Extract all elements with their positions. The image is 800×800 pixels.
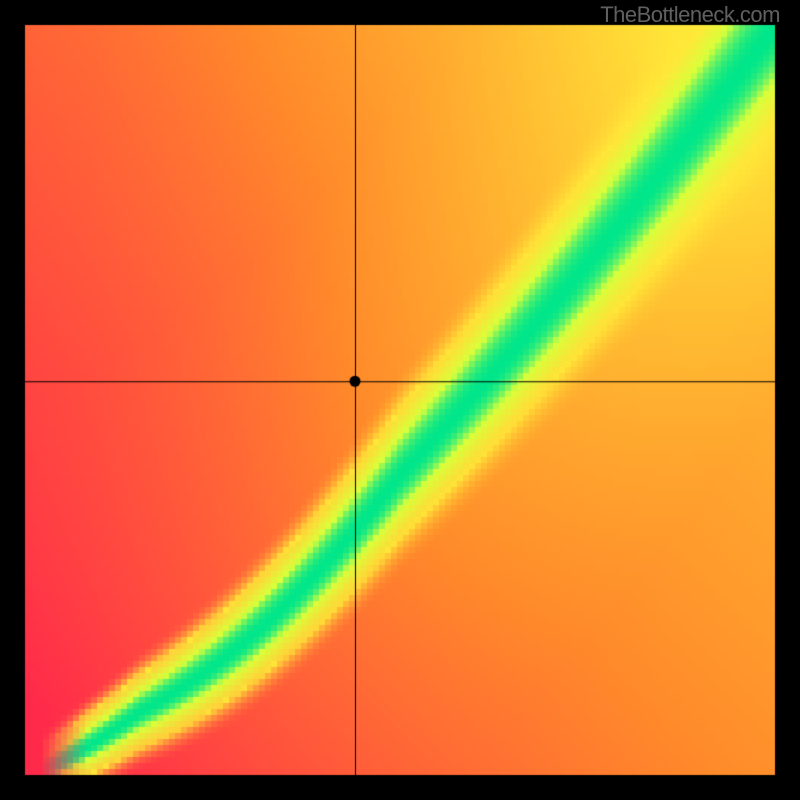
watermark-text: TheBottleneck.com xyxy=(600,2,780,28)
chart-container: TheBottleneck.com xyxy=(0,0,800,800)
bottleneck-heatmap xyxy=(0,0,800,800)
